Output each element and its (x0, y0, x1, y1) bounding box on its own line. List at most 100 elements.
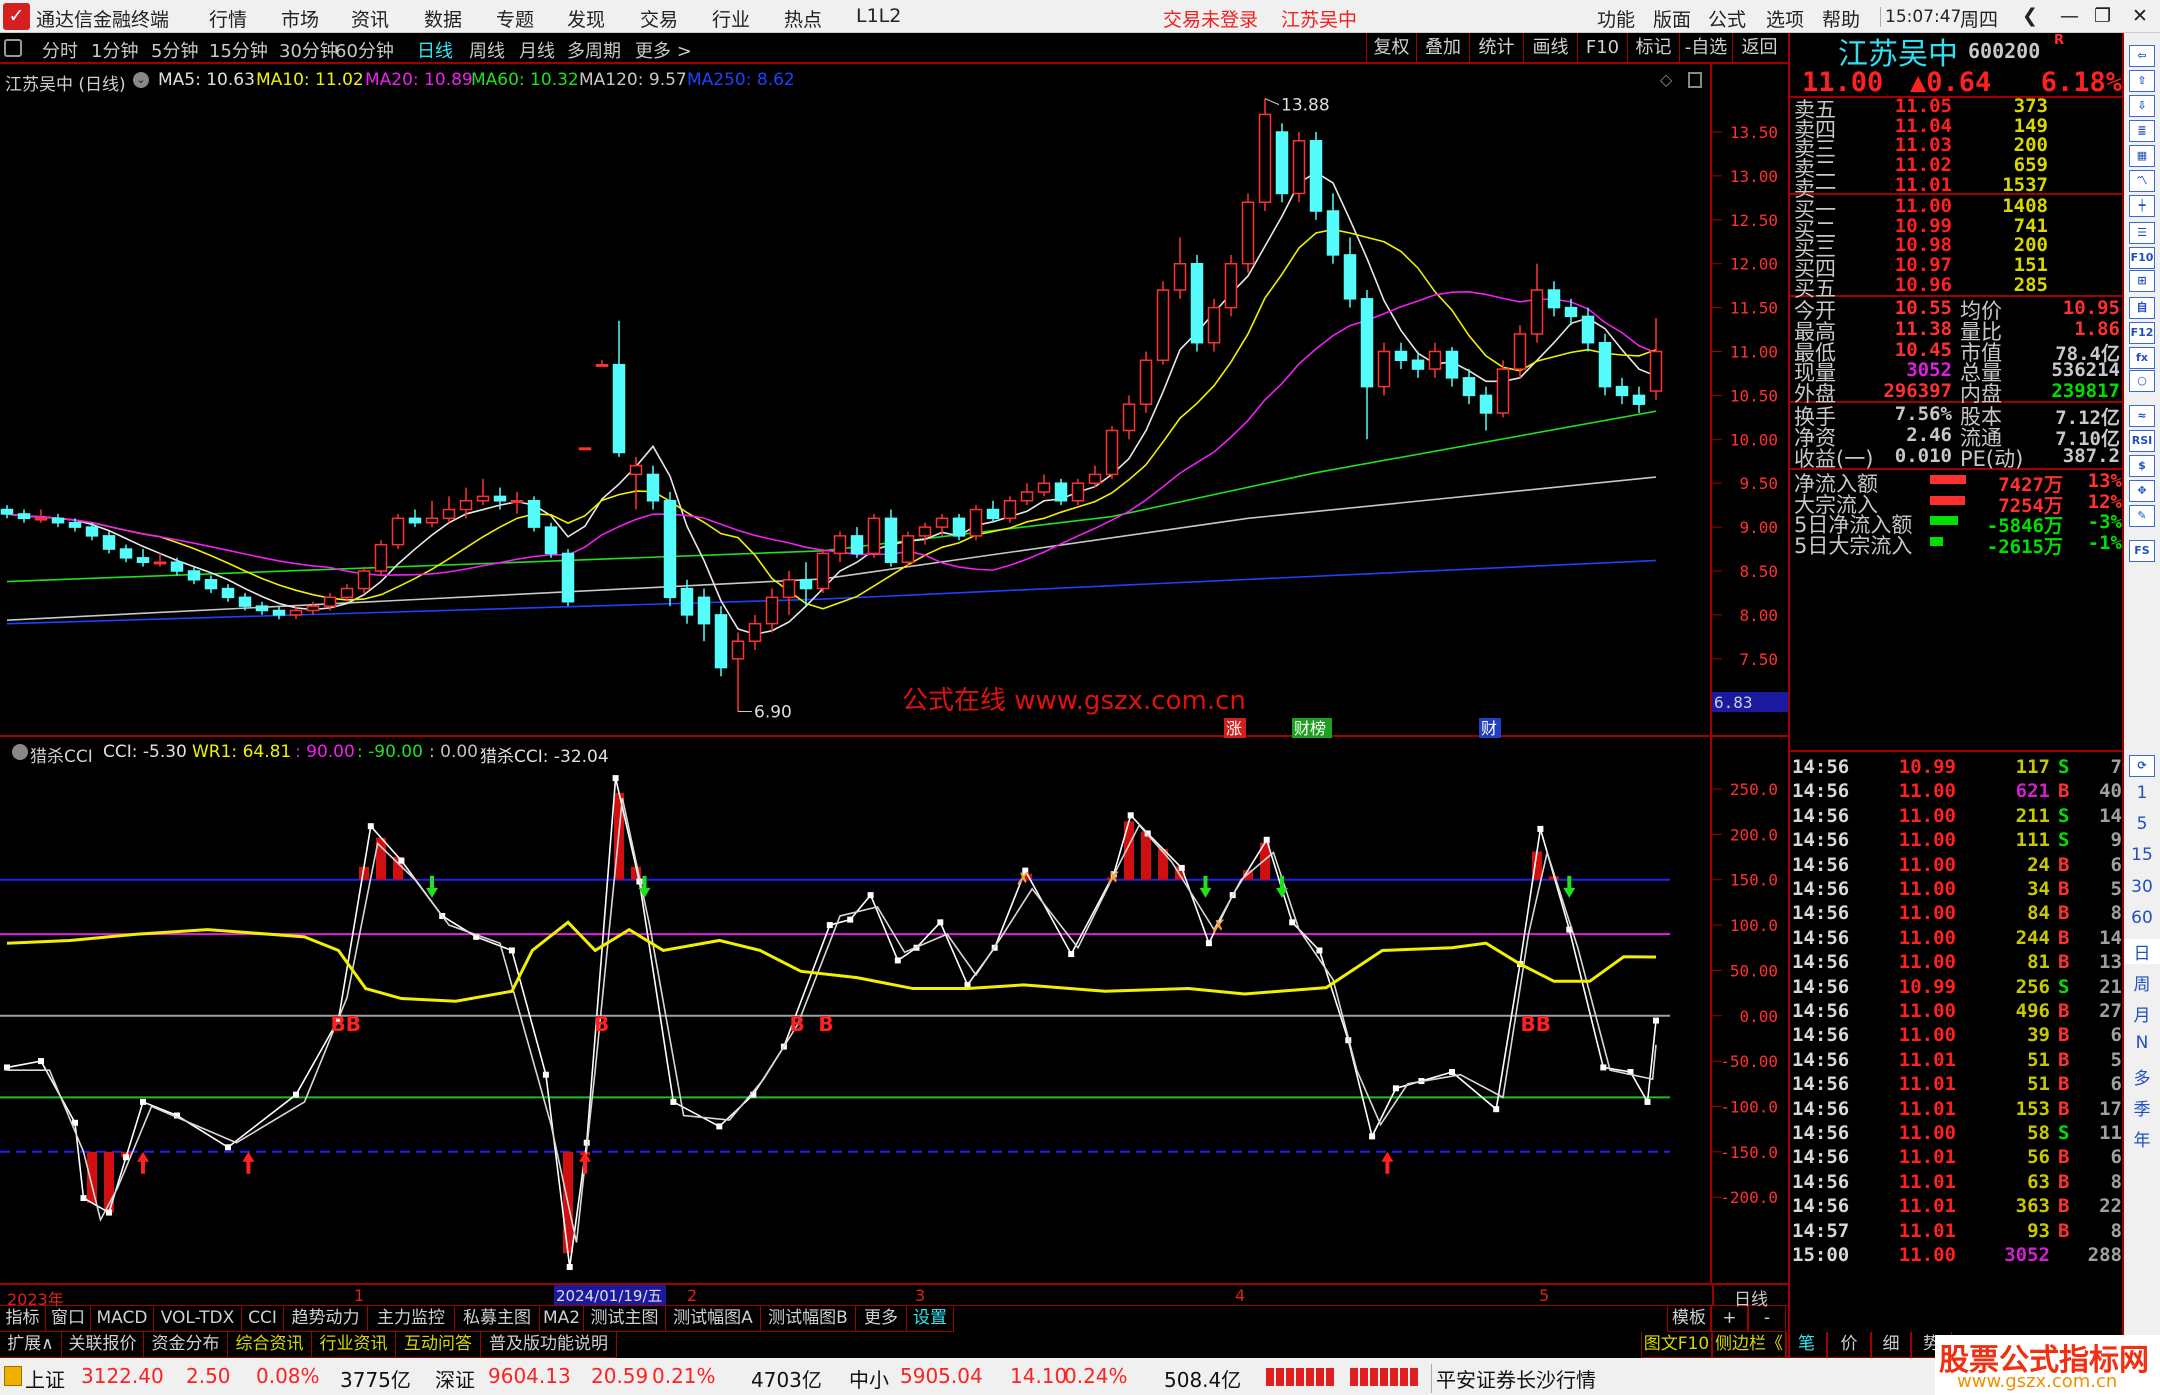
side-period[interactable]: 30 (2131, 876, 2153, 897)
wave-icon[interactable]: ≈ (2129, 405, 2155, 427)
indicator-tab[interactable]: VOL-TDX (154, 1306, 242, 1332)
menu-4[interactable]: 专题 (496, 9, 535, 31)
side-period[interactable]: 年 (2133, 1131, 2151, 1152)
indicator-tab[interactable]: MA2 (540, 1306, 584, 1332)
period-tab[interactable]: 60分钟 (335, 41, 394, 62)
chevron-down-icon[interactable]: ⌄ (133, 72, 149, 88)
menu-9[interactable]: L1L2 (856, 5, 902, 27)
minimize-icon[interactable]: — (2060, 5, 2079, 27)
FS-icon[interactable]: FS (2129, 540, 2155, 562)
side-period[interactable]: 1 (2136, 783, 2148, 803)
side-period[interactable]: 15 (2131, 845, 2153, 866)
template-button[interactable]: - (1748, 1306, 1786, 1332)
arrow-down-icon[interactable]: ⇩ (2129, 95, 2155, 117)
chevron-down-icon[interactable] (12, 744, 28, 760)
side-tab[interactable]: 侧边栏《 (1712, 1332, 1786, 1358)
side-tab[interactable]: 价 (1827, 1332, 1871, 1358)
RSI-icon[interactable]: RSI (2129, 430, 2155, 452)
extension-tab[interactable]: 扩展∧ (0, 1332, 62, 1358)
period-tab[interactable]: 更多 > (635, 41, 692, 62)
menu-8[interactable]: 热点 (784, 9, 823, 31)
menu-6[interactable]: 交易 (640, 9, 679, 31)
side-period[interactable]: 5 (2136, 814, 2148, 835)
diamond-icon[interactable]: ◇ (1660, 70, 1673, 89)
extension-tab[interactable]: 资金分布 (144, 1332, 228, 1358)
menu-right-1[interactable]: 版面 (1653, 9, 1692, 31)
indicator-tab[interactable]: 指标 (0, 1306, 46, 1332)
line-chart-icon[interactable]: 〽 (2129, 170, 2155, 192)
tool-button[interactable]: 叠加 (1416, 33, 1469, 64)
tree-icon[interactable]: ⊞ (2129, 270, 2155, 292)
template-button[interactable]: 模板 (1667, 1306, 1711, 1332)
indicator-tab[interactable]: MACD (91, 1306, 154, 1332)
back-icon[interactable]: ❮ (2022, 5, 2038, 27)
formula-icon[interactable]: fx (2129, 347, 2155, 369)
menu-5[interactable]: 发现 (567, 9, 606, 31)
dollar-icon[interactable]: $ (2129, 455, 2155, 477)
tool-button[interactable]: 标记 (1627, 33, 1679, 64)
period-tab[interactable]: 多周期 (567, 41, 621, 62)
sz-label[interactable]: 深证 (435, 1368, 475, 1392)
login-status[interactable]: 交易未登录 (1163, 9, 1259, 31)
menu-right-2[interactable]: 公式 (1708, 9, 1747, 31)
refresh-icon[interactable]: ⟳ (2129, 755, 2155, 777)
tool-button[interactable]: 返回 (1732, 33, 1786, 64)
menu-3[interactable]: 数据 (424, 9, 463, 31)
side-period[interactable]: 多 (2133, 1068, 2151, 1089)
candlestick-icon[interactable]: ┿ (2129, 195, 2155, 217)
side-period[interactable]: 季 (2133, 1100, 2151, 1120)
indicator-tab[interactable]: 主力监控 (368, 1306, 455, 1332)
side-period[interactable]: 月 (2133, 1006, 2151, 1027)
indicator-tab[interactable]: 测试幅图B (761, 1306, 856, 1332)
indicator-tab[interactable]: 测试主图 (584, 1306, 666, 1332)
indicator-tab[interactable]: 私募主图 (455, 1306, 540, 1332)
tool-button[interactable]: 复权 (1366, 33, 1416, 64)
indicator-tab[interactable]: 测试幅图A (666, 1306, 761, 1332)
period-tab[interactable]: 15分钟 (209, 41, 268, 62)
template-button[interactable]: + (1711, 1306, 1748, 1332)
close-icon[interactable]: ✕ (2132, 5, 2148, 27)
period-tab[interactable]: 1分钟 (91, 41, 139, 62)
restore-icon[interactable]: ❐ (2094, 5, 2112, 27)
circle-icon[interactable]: ○ (2129, 370, 2155, 392)
side-period[interactable]: N (2135, 1032, 2149, 1053)
menu-right-0[interactable]: 功能 (1597, 9, 1636, 31)
multi-quote-icon[interactable]: ▦ (2129, 145, 2155, 167)
quote-list-icon[interactable]: ≣ (2129, 120, 2155, 142)
status-icon[interactable] (4, 1366, 22, 1386)
self-select-icon[interactable]: 自 (2129, 297, 2155, 319)
extension-tab[interactable]: 行业资讯 (312, 1332, 396, 1358)
arrow-up-icon[interactable]: ⇧ (2129, 70, 2155, 92)
kline-chart[interactable]: 13.50 13.00 12.50 12.00 11.50 11.00 10.50 10.00… (0, 0, 1788, 1283)
side-period[interactable]: 周 (2133, 975, 2151, 996)
indicator-tab[interactable]: 更多 (856, 1306, 907, 1332)
indicator-tab[interactable]: 趋势动力 (284, 1306, 368, 1332)
menu-1[interactable]: 市场 (281, 9, 320, 31)
tool-button[interactable]: F10 (1577, 33, 1627, 64)
news-icon[interactable]: ☰ (2129, 222, 2155, 244)
tool-button[interactable]: -自选 (1679, 33, 1732, 64)
zx-label[interactable]: 中小 (849, 1368, 889, 1392)
extension-tab[interactable]: 关联报价 (62, 1332, 144, 1358)
period-tab[interactable]: 月线 (519, 41, 555, 62)
side-tab[interactable]: 图文F10 (1641, 1332, 1712, 1358)
f10-icon[interactable]: F10 (2129, 247, 2155, 269)
expand-icon[interactable] (1688, 72, 1702, 88)
period-tab[interactable]: 周线 (469, 41, 505, 62)
menu-7[interactable]: 行业 (712, 9, 751, 31)
menu-0[interactable]: 行情 (209, 9, 248, 31)
panel-toggle-icon[interactable] (4, 39, 22, 57)
period-tab[interactable]: 30分钟 (279, 41, 338, 62)
side-period[interactable]: 60 (2131, 907, 2153, 928)
side-period[interactable]: 日 (2124, 939, 2160, 964)
indicator-tab[interactable]: CCI (242, 1306, 284, 1332)
period-tab[interactable]: 分时 (42, 41, 78, 62)
side-tab[interactable]: 笔 (1786, 1332, 1827, 1358)
menu-right-4[interactable]: 帮助 (1822, 9, 1861, 31)
f12-icon[interactable]: F12 (2129, 322, 2155, 344)
indicator-tab[interactable]: 设置 (907, 1306, 954, 1332)
broker-name[interactable]: 平安证券长沙行情 (1431, 1364, 1596, 1393)
sh-label[interactable]: 上证 (25, 1368, 65, 1392)
tool-button[interactable]: 画线 (1523, 33, 1577, 64)
menu-right-3[interactable]: 选项 (1766, 9, 1805, 31)
